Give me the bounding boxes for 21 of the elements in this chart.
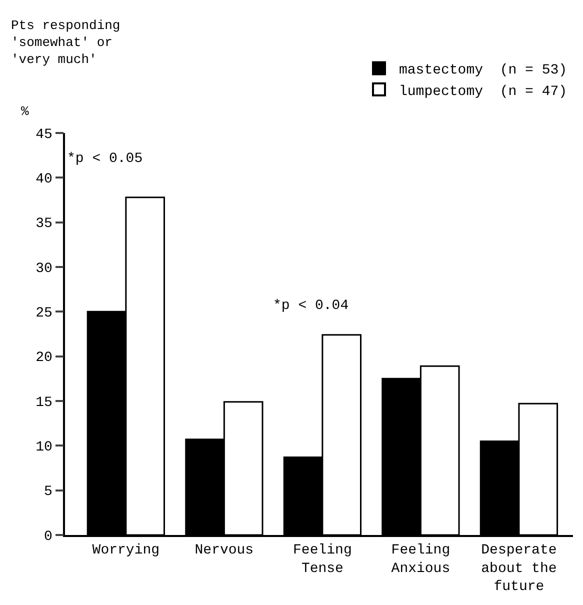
chart-title: Pts responding 'somewhat' or 'very much' (11, 18, 120, 67)
legend-label: mastectomy (n = 53) (399, 62, 568, 79)
y-tick-label: 0 (44, 528, 52, 545)
y-tick-label: 45 (36, 126, 52, 143)
legend-label: lumpectomy (n = 47) (399, 84, 568, 100)
y-tick-label: 25 (36, 306, 52, 322)
y-tick-label: 10 (36, 440, 52, 456)
x-tick-label: Feeling Tense (293, 542, 352, 577)
annotation: *p < 0.04 (273, 298, 349, 314)
y-tick-label: 15 (36, 394, 52, 411)
annotation: *p < 0.05 (67, 151, 143, 167)
y-tick-label: 5 (44, 484, 52, 500)
x-tick-label: Worrying (92, 542, 160, 559)
y-tick-label: 40 (36, 172, 52, 188)
x-tick-label: Nervous (194, 542, 254, 559)
x-tick-label: Feeling Anxious (391, 542, 450, 577)
y-axis-title: % (21, 104, 29, 119)
y-tick-label: 20 (36, 350, 52, 366)
y-tick-label: 35 (36, 216, 52, 232)
y-tick-label: 30 (36, 260, 52, 277)
x-tick-label: Desperate about the future (481, 542, 557, 595)
